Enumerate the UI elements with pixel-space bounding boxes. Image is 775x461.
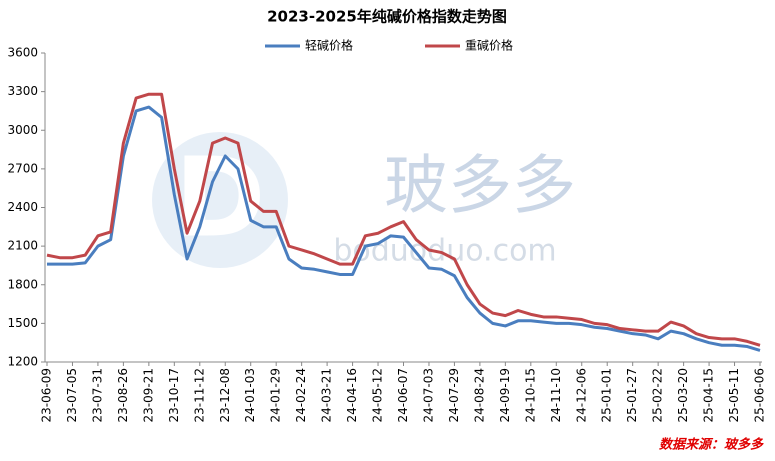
x-tick-label: 25-01-01: [600, 368, 614, 422]
y-tick-label: 3000: [7, 123, 38, 137]
y-tick-label: 1200: [7, 355, 38, 369]
y-tick-label: 2100: [7, 239, 38, 253]
x-tick-label: 24-04-16: [345, 368, 359, 422]
x-tick-label: 24-12-06: [574, 368, 588, 422]
y-tick-label: 3600: [7, 46, 38, 60]
x-tick-label: 23-07-31: [90, 368, 104, 422]
x-tick-label: 23-07-05: [65, 368, 79, 422]
y-tick-label: 3300: [7, 84, 38, 98]
source: 数据来源：玻多多: [659, 437, 764, 453]
y-tick-label: 2700: [7, 161, 38, 175]
legend-label: 重碱价格: [465, 38, 513, 53]
x-tick-label: 25-03-20: [676, 368, 690, 422]
chart-title: 2023-2025年纯碱价格指数走势图: [267, 8, 507, 26]
x-tick-label: 25-06-06: [753, 368, 767, 422]
x-tick-label: 24-10-15: [523, 368, 537, 422]
x-tick-label: 23-11-12: [192, 368, 206, 422]
x-tick-label: 25-05-11: [727, 368, 741, 422]
legend-label: 轻碱价格: [305, 38, 353, 53]
x-tick-label: 25-01-27: [625, 368, 639, 422]
watermark: 玻多多: [384, 150, 576, 224]
watermark-url: boduoduo.com: [333, 234, 556, 269]
x-tick-label: 24-05-12: [371, 368, 385, 422]
x-tick-label: 24-09-19: [498, 368, 512, 422]
x-tick-label: 23-09-21: [141, 368, 155, 422]
x-tick-label: 24-06-07: [396, 368, 410, 422]
x-tick-label: 24-01-29: [269, 368, 283, 422]
x-tick-label: 24-07-29: [447, 368, 461, 422]
x-tick-label: 24-03-21: [320, 368, 334, 422]
y-tick-label: 1800: [7, 277, 38, 291]
x-tick-label: 24-08-24: [472, 368, 486, 422]
x-tick-label: 23-08-26: [116, 368, 130, 422]
series-line: [47, 105, 761, 352]
x-tick-label: 25-04-15: [702, 368, 716, 422]
y-tick-label: 1500: [7, 316, 38, 330]
x-tick-label: 23-06-09: [40, 368, 54, 422]
y-tick-label: 2400: [7, 200, 38, 214]
x-tick-label: 23-12-08: [218, 368, 232, 422]
series-line: [46, 92, 761, 347]
x-tick-label: 24-07-03: [421, 368, 435, 422]
x-tick-label: 24-01-03: [243, 368, 257, 422]
x-tick-label: 24-11-10: [549, 368, 563, 422]
x-tick-label: 25-02-22: [651, 368, 665, 422]
x-tick-label: 24-02-24: [294, 368, 308, 422]
svg-text:D: D: [174, 133, 265, 261]
x-tick-label: 23-10-17: [167, 368, 181, 422]
